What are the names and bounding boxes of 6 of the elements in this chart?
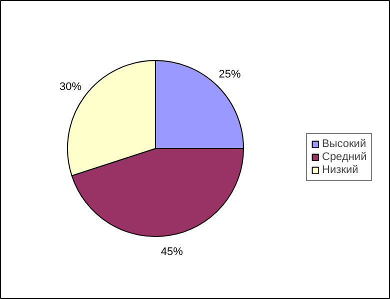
legend-label: Средний — [322, 151, 367, 163]
data-label: 30% — [60, 80, 82, 93]
legend-label: Низкий — [322, 164, 358, 176]
legend-label: Высокий — [322, 138, 366, 150]
data-label: 25% — [218, 68, 241, 80]
data-label: 45% — [160, 246, 184, 258]
